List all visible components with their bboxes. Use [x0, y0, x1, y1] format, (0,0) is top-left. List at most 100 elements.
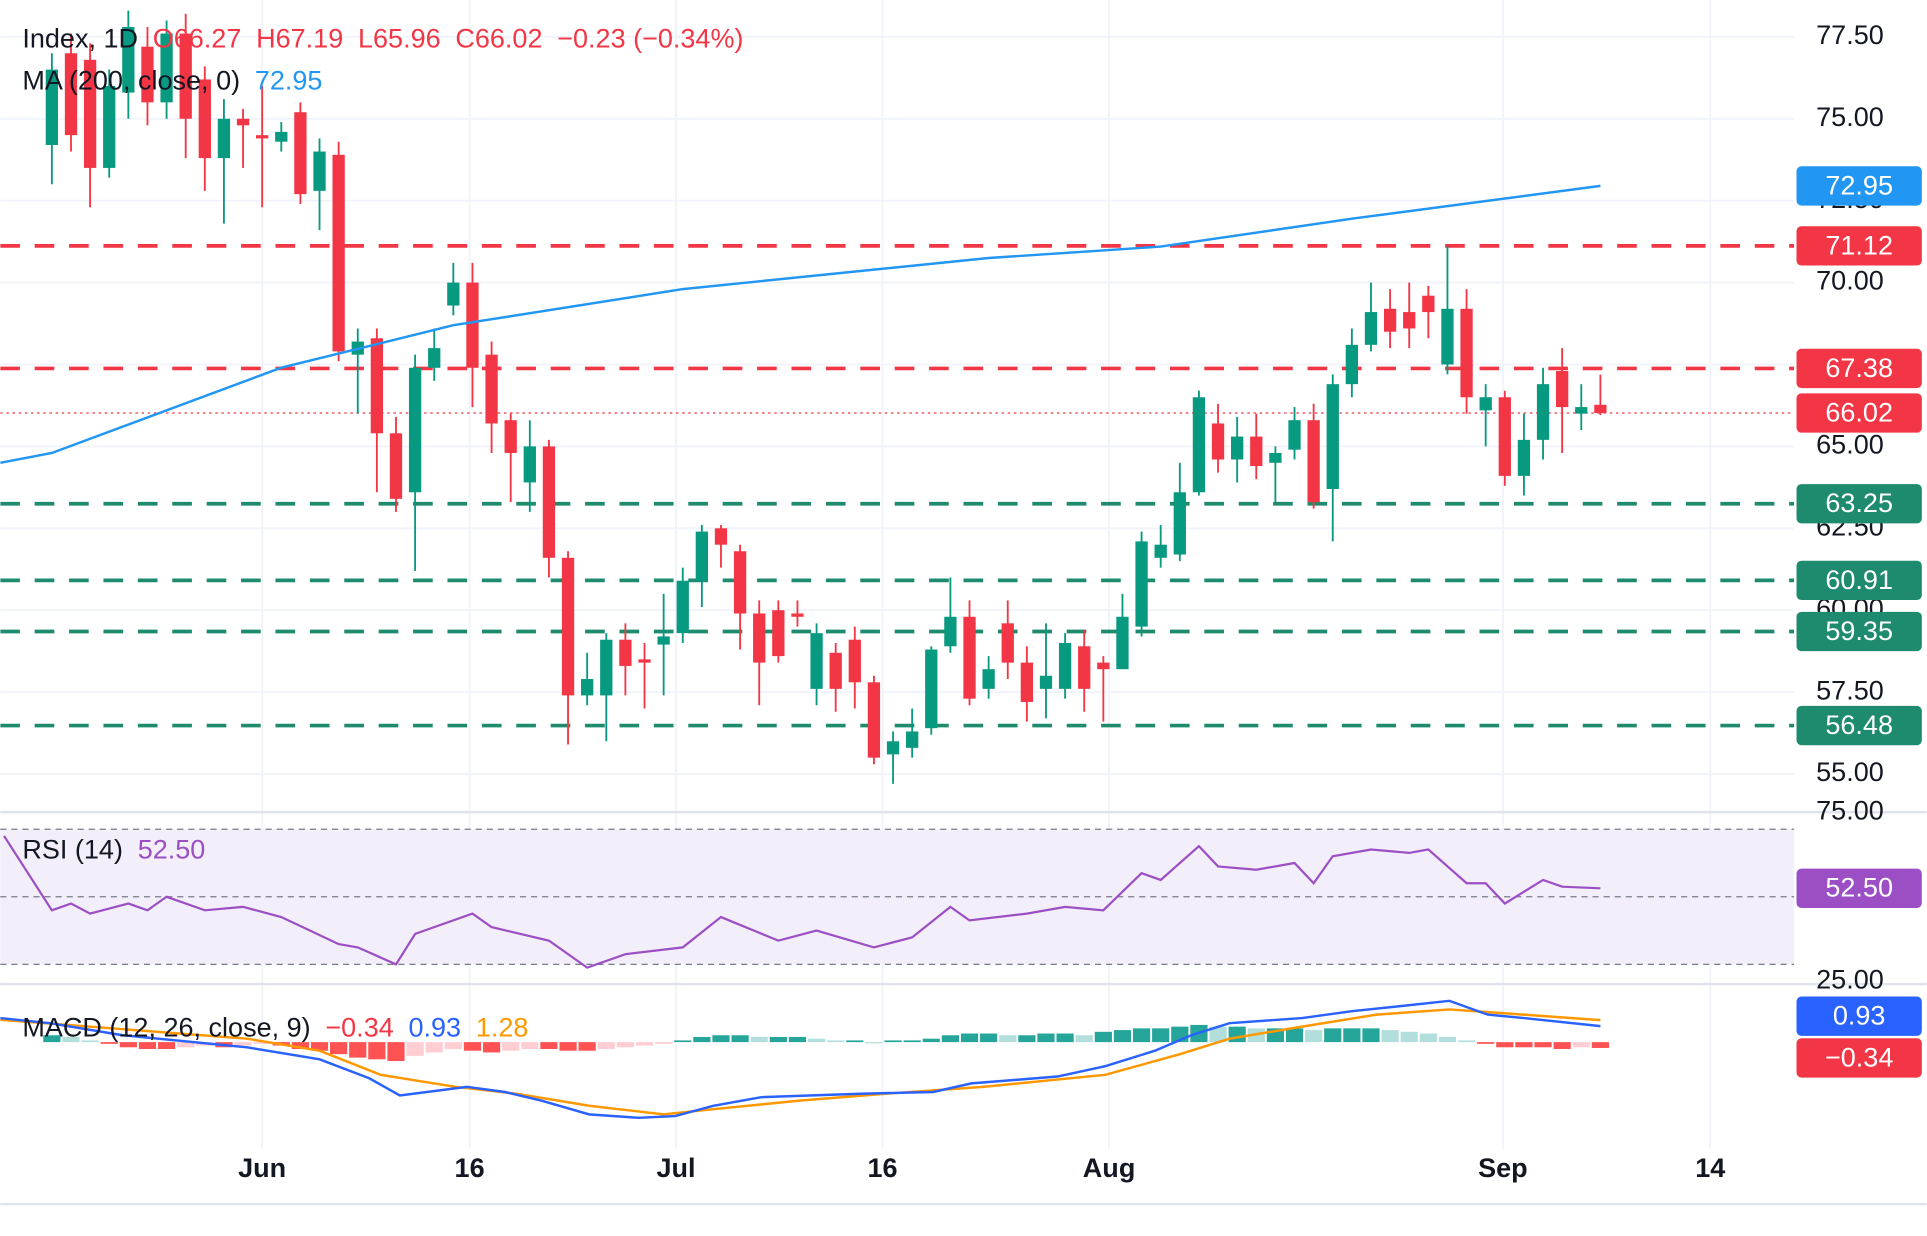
price-badge-label: 0.93 [1833, 1001, 1886, 1031]
candle-body [676, 580, 689, 634]
candle-body [217, 118, 231, 159]
ohlc-label: O66.27 [153, 24, 242, 54]
candle-body [1020, 662, 1034, 702]
macd-plot [0, 999, 1609, 1120]
candle-body [408, 367, 422, 493]
candle-body [313, 151, 326, 191]
candle-body [256, 135, 269, 139]
macd-histogram-bar [1496, 1042, 1514, 1048]
macd-histogram-bar [827, 1040, 845, 1043]
macd-histogram-bar [177, 1042, 195, 1048]
candle-body [1575, 407, 1588, 414]
candle-body [1307, 420, 1320, 503]
macd-histogram-bar [1553, 1042, 1571, 1050]
candle-body [1536, 384, 1550, 440]
macd-histogram-bar [119, 1042, 137, 1048]
macd-histogram-bar [1228, 1026, 1246, 1043]
x-tick-label: Aug [1083, 1153, 1136, 1183]
y-tick-label: 70.00 [1816, 266, 1884, 296]
macd-histogram-bar [368, 1042, 386, 1060]
price-badge [1796, 348, 1922, 389]
rsi-legend-value: 52.50 [138, 835, 206, 865]
candle-body [714, 528, 728, 545]
macd-histogram-bar [463, 1042, 482, 1051]
candle-body [1116, 616, 1129, 670]
candle-body [791, 613, 804, 617]
macd-histogram-bar [941, 1035, 959, 1043]
candle-body [1460, 308, 1473, 398]
candle-body [504, 420, 517, 453]
candle-body [103, 86, 116, 168]
candle-body [179, 33, 192, 119]
legends: Index, 1D O66.27 H67.19 L65.96 C66.02 −0.23 (… [22, 24, 743, 1043]
change-label: −0.23 (−0.34%) [557, 24, 743, 54]
candle-body [294, 112, 307, 195]
x-tick-label: Jun [238, 1153, 286, 1183]
candle-body [944, 616, 957, 647]
macd-histogram-bar [540, 1042, 558, 1050]
price-badge [1796, 996, 1922, 1036]
candle-body [1441, 308, 1454, 365]
macd-histogram-bar [425, 1042, 443, 1053]
macd-histogram-bar [1209, 1026, 1227, 1043]
macd-histogram-bar [234, 1042, 252, 1046]
macd-histogram-bar [1572, 1042, 1590, 1048]
ma-line [0, 184, 1601, 465]
macd-histogram-bar [62, 1036, 80, 1043]
macd-histogram-bar [999, 1035, 1017, 1043]
candle-body [695, 531, 709, 581]
macd-histogram-bar [521, 1042, 539, 1050]
price-pane [0, 10, 1795, 784]
price-badge [1796, 484, 1922, 524]
macd-histogram-bar [884, 1040, 902, 1043]
y-tick-label: 75.00 [1816, 102, 1884, 132]
candle-body [1173, 492, 1186, 555]
rsi-tick-label: 25.00 [1816, 964, 1884, 994]
macd-signal-line [0, 1008, 1601, 1116]
price-badge [1796, 393, 1922, 433]
macd-histogram-bar [1534, 1042, 1552, 1048]
price-badge-label: 56.48 [1825, 710, 1893, 740]
macd-histogram-bar [1075, 1035, 1093, 1043]
price-badge [1796, 705, 1922, 746]
macd-histogram-bar [1400, 1031, 1418, 1043]
macd-histogram-bar [922, 1038, 940, 1043]
rsi-pane [0, 828, 1795, 965]
macd-histogram-bar [1113, 1030, 1132, 1043]
macd-histogram-bar [43, 1035, 61, 1043]
candle-body [638, 659, 651, 663]
candle-body [466, 282, 479, 368]
candle-body [733, 551, 747, 614]
macd-legend-macd: 0.93 [408, 1013, 461, 1043]
candle-body [1383, 308, 1397, 332]
candle-body [1192, 397, 1206, 493]
rsi-plot [3, 835, 1601, 969]
macd-histogram-bar [482, 1042, 501, 1053]
price-badge [1796, 868, 1922, 908]
candle-body [1364, 312, 1378, 345]
x-tick-label: 16 [455, 1153, 485, 1183]
macd-histogram-bar [502, 1042, 520, 1051]
candle-body [657, 636, 670, 645]
candle-body [1078, 646, 1091, 689]
price-badge [1796, 166, 1922, 206]
macd-histogram-bar [253, 1042, 271, 1044]
rsi-tick-label: 75.00 [1816, 795, 1884, 825]
candle-body [753, 613, 766, 663]
grid [0, 0, 1795, 1149]
candle-body [581, 679, 594, 696]
rsi-legend-name: RSI (14) [22, 835, 123, 865]
macd-legend-name: MACD (12, 26, close, 9) [22, 1013, 310, 1043]
candle-body [122, 27, 135, 93]
price-badge-label: 71.12 [1825, 230, 1893, 260]
candle-body [236, 118, 250, 126]
macd-histogram-bar [559, 1042, 577, 1051]
candle-body [523, 446, 536, 483]
macd-histogram-bar [980, 1033, 998, 1043]
candle-body [1097, 662, 1110, 670]
macd-histogram-bar [1362, 1028, 1380, 1043]
candle-body [619, 639, 632, 666]
macd-histogram-bar [616, 1042, 634, 1048]
price-badge [1796, 1038, 1922, 1078]
